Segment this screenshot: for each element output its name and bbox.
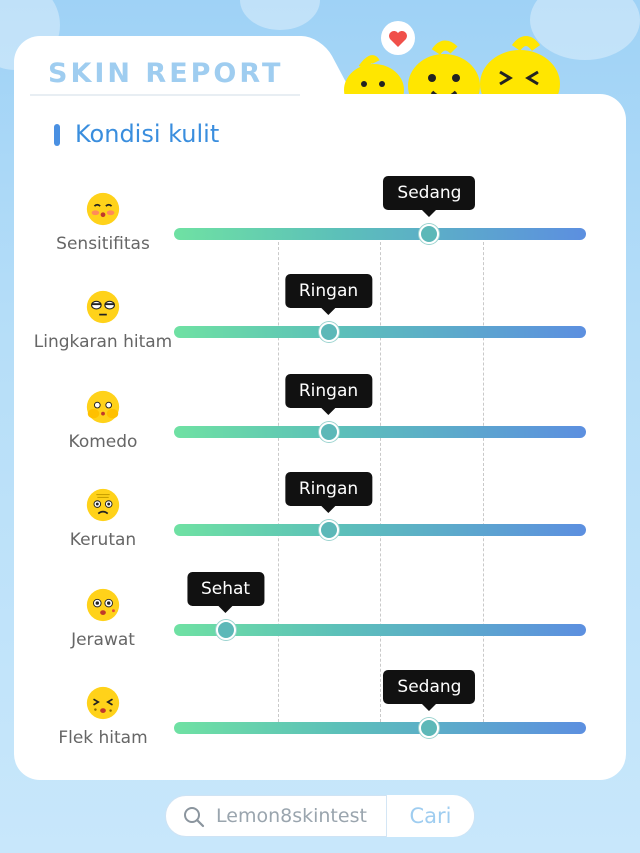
- grid-line: [380, 232, 381, 722]
- search-bar[interactable]: Lemon8skintest Cari: [165, 794, 475, 837]
- condition-slider-track: [174, 426, 586, 438]
- search-icon: [184, 807, 205, 828]
- condition-slider-knob: [419, 718, 440, 738]
- condition-slider-track: [174, 524, 586, 536]
- grid-line: [278, 232, 279, 722]
- tired-lemon-icon: [86, 290, 120, 324]
- spotted-lemon-icon: [86, 686, 120, 720]
- condition-row: Komedo Ringan: [0, 374, 640, 454]
- condition-slider-knob: [215, 620, 236, 640]
- condition-slider-track: [174, 228, 586, 240]
- condition-slider-track: [174, 624, 586, 636]
- surprised-lemon-icon: [86, 588, 120, 622]
- divider: [30, 94, 300, 96]
- section-marker: [54, 124, 60, 146]
- condition-row: Kerutan Ringan: [0, 472, 640, 552]
- condition-slider-knob: [318, 520, 339, 540]
- search-button[interactable]: Cari: [386, 794, 474, 837]
- condition-slider-knob: [318, 322, 339, 342]
- condition-row: Lingkaran hitam Ringan: [0, 274, 640, 354]
- condition-level-tooltip: Sedang: [383, 670, 476, 711]
- grid-line: [483, 232, 484, 722]
- search-input[interactable]: Lemon8skintest: [216, 805, 367, 827]
- condition-label: Komedo: [68, 432, 138, 452]
- condition-row: Flek hitam Sedang: [0, 670, 640, 750]
- blushing-lemon-icon: [86, 192, 120, 226]
- condition-label: Jerawat: [71, 630, 135, 650]
- condition-level-tooltip: Sehat: [186, 572, 265, 613]
- condition-slider-track: [174, 722, 586, 734]
- condition-level-tooltip: Ringan: [284, 274, 373, 315]
- background-bubble: [240, 0, 320, 30]
- condition-row: Jerawat Sehat: [0, 572, 640, 652]
- condition-slider-knob: [318, 422, 339, 442]
- covering-face-lemon-icon: [86, 390, 120, 424]
- condition-level-tooltip: Ringan: [284, 374, 373, 415]
- condition-label: Lingkaran hitam: [33, 332, 173, 352]
- condition-label: Flek hitam: [58, 728, 148, 748]
- condition-row: Sensitifitas Sedang: [0, 176, 640, 256]
- condition-level-tooltip: Sedang: [383, 176, 476, 217]
- condition-slider-track: [174, 326, 586, 338]
- condition-slider-knob: [419, 224, 440, 244]
- condition-label: Kerutan: [69, 530, 137, 550]
- section-title: Kondisi kulit: [75, 120, 220, 148]
- condition-label: Sensitifitas: [56, 234, 150, 254]
- condition-level-tooltip: Ringan: [284, 472, 373, 513]
- wrinkled-lemon-icon: [86, 488, 120, 522]
- page-title: SKIN REPORT: [48, 58, 284, 89]
